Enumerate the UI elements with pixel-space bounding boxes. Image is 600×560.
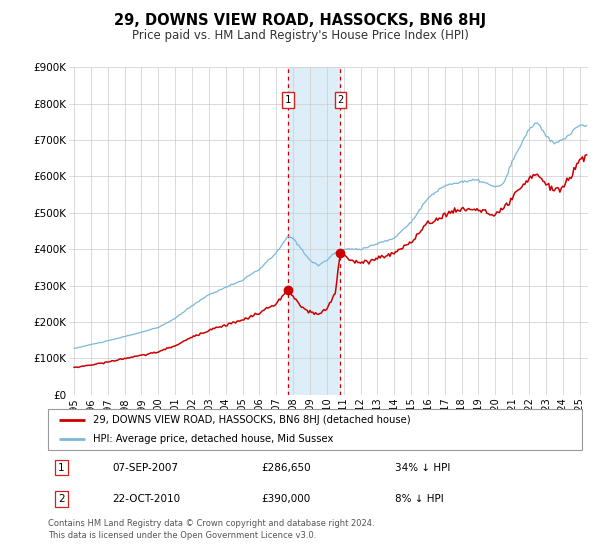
- Text: 1: 1: [285, 95, 291, 105]
- Text: 29, DOWNS VIEW ROAD, HASSOCKS, BN6 8HJ: 29, DOWNS VIEW ROAD, HASSOCKS, BN6 8HJ: [114, 13, 486, 28]
- Text: 29, DOWNS VIEW ROAD, HASSOCKS, BN6 8HJ (detached house): 29, DOWNS VIEW ROAD, HASSOCKS, BN6 8HJ (…: [94, 416, 411, 425]
- Text: £390,000: £390,000: [262, 494, 311, 504]
- Text: 2: 2: [337, 95, 343, 105]
- Bar: [288, 67, 340, 395]
- Text: 07-SEP-2007: 07-SEP-2007: [112, 463, 178, 473]
- Text: 22-OCT-2010: 22-OCT-2010: [112, 494, 180, 504]
- Text: 34% ↓ HPI: 34% ↓ HPI: [395, 463, 451, 473]
- Text: 8% ↓ HPI: 8% ↓ HPI: [395, 494, 444, 504]
- Text: £286,650: £286,650: [262, 463, 311, 473]
- Text: Price paid vs. HM Land Registry's House Price Index (HPI): Price paid vs. HM Land Registry's House …: [131, 29, 469, 41]
- Text: HPI: Average price, detached house, Mid Sussex: HPI: Average price, detached house, Mid …: [94, 434, 334, 444]
- Text: 2: 2: [58, 494, 65, 504]
- Text: Contains HM Land Registry data © Crown copyright and database right 2024.
This d: Contains HM Land Registry data © Crown c…: [48, 519, 374, 540]
- Text: 1: 1: [58, 463, 65, 473]
